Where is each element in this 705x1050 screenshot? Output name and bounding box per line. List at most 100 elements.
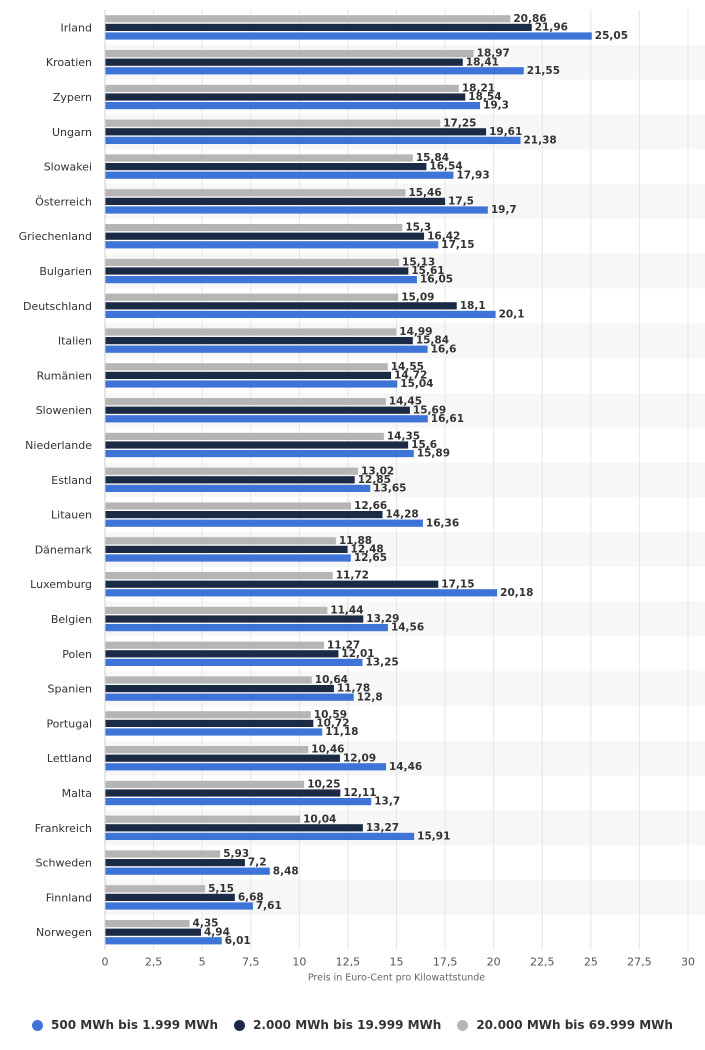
bar: [105, 267, 409, 275]
bar: [105, 15, 511, 23]
bar: [105, 293, 399, 301]
data-label: 17,25: [443, 117, 476, 129]
data-label: 25,05: [595, 30, 628, 42]
x-tick-label: 7,5: [242, 956, 260, 969]
category-label: Ungarn: [52, 126, 92, 139]
data-label: 5,15: [208, 883, 234, 895]
data-label: 6,68: [238, 892, 264, 904]
data-label: 20,18: [500, 587, 533, 599]
bar: [105, 920, 190, 928]
data-label: 15,6: [411, 439, 437, 451]
bar: [105, 937, 222, 945]
category-label: Zypern: [53, 91, 92, 104]
data-label: 10,46: [311, 744, 344, 756]
data-label: 12,8: [357, 691, 383, 703]
data-label: 11,44: [330, 605, 363, 617]
data-label: 14,72: [394, 370, 427, 382]
data-label: 15,46: [408, 187, 441, 199]
data-label: 10,25: [307, 779, 340, 791]
legend-marker: [234, 1019, 246, 1031]
bar: [105, 93, 466, 101]
bar: [105, 136, 521, 144]
data-label: 11,72: [336, 570, 369, 582]
legend-label: 20.000 MWh bis 69.999 MWh: [476, 1018, 673, 1032]
category-label: Frankreich: [35, 822, 92, 835]
data-label: 15,09: [401, 291, 434, 303]
data-label: 10,59: [314, 709, 347, 721]
data-label: 18,54: [468, 91, 501, 103]
data-label: 15,3: [405, 222, 431, 234]
legend-item-2000-mwh[interactable]: 2.000 MWh bis 19.999 MWh: [234, 1018, 441, 1032]
data-label: 21,38: [523, 135, 556, 147]
bar: [105, 606, 328, 614]
x-tick-label: 20: [487, 956, 501, 969]
category-label: Litauen: [51, 509, 92, 522]
data-label: 14,55: [391, 361, 424, 373]
category-label: Belgien: [51, 613, 92, 626]
bar: [105, 467, 359, 475]
category-label: Griechenland: [19, 230, 92, 243]
bar: [105, 519, 423, 527]
x-tick-label: 22,5: [530, 956, 555, 969]
bar: [105, 328, 397, 336]
bar: [105, 746, 309, 754]
bar: [105, 241, 439, 249]
data-label: 15,04: [400, 378, 433, 390]
bar: [105, 276, 417, 284]
category-label: Luxemburg: [30, 578, 92, 591]
bar: [105, 189, 406, 197]
category-label: Kroatien: [46, 56, 92, 69]
x-tick-label: 12,5: [336, 956, 361, 969]
data-label: 18,41: [466, 56, 499, 68]
x-tick-label: 15: [390, 956, 404, 969]
bar: [105, 693, 354, 701]
data-label: 11,88: [339, 535, 372, 547]
data-label: 16,36: [426, 517, 459, 529]
bar: [105, 23, 532, 31]
category-label: Norwegen: [36, 926, 92, 939]
category-label: Rumänien: [37, 369, 92, 382]
bar: [105, 415, 428, 423]
bar: [105, 641, 325, 649]
category-label: Italien: [58, 335, 92, 348]
bar: [105, 398, 386, 406]
category-label: Polen: [62, 648, 92, 661]
bar: [105, 102, 481, 110]
data-label: 15,84: [416, 335, 449, 347]
category-label: Irland: [60, 21, 92, 34]
bar: [105, 780, 305, 788]
bar: [105, 658, 363, 666]
legend-item-500-mwh[interactable]: 500 MWh bis 1.999 MWh: [32, 1018, 218, 1032]
bar: [105, 763, 387, 771]
bar: [105, 363, 388, 371]
bar: [105, 885, 206, 893]
bar: [105, 554, 351, 562]
data-label: 18,1: [460, 300, 486, 312]
bar: [105, 728, 323, 736]
legend-marker: [32, 1019, 44, 1031]
category-label: Lettland: [47, 752, 92, 765]
data-label: 13,02: [361, 465, 394, 477]
bar: [105, 719, 314, 727]
data-label: 15,84: [416, 152, 449, 164]
x-tick-label: 10: [292, 956, 306, 969]
data-label: 7,61: [256, 900, 282, 912]
bar: [105, 380, 398, 388]
x-tick-label: 5: [199, 956, 206, 969]
data-label: 13,29: [366, 613, 399, 625]
bar: [105, 197, 446, 205]
bar: [105, 545, 348, 553]
x-tick-label: 25: [584, 956, 598, 969]
data-label: 19,61: [489, 126, 522, 138]
category-label: Slowakei: [44, 161, 92, 174]
data-label: 14,45: [389, 396, 422, 408]
legend-item-20000-mwh[interactable]: 20.000 MWh bis 69.999 MWh: [457, 1018, 673, 1032]
x-tick-label: 30: [681, 956, 695, 969]
bar: [105, 224, 403, 232]
bar: [105, 432, 384, 440]
data-label: 12,09: [343, 752, 376, 764]
category-label: Malta: [62, 787, 92, 800]
bar: [105, 50, 474, 58]
data-label: 4,94: [204, 926, 230, 938]
